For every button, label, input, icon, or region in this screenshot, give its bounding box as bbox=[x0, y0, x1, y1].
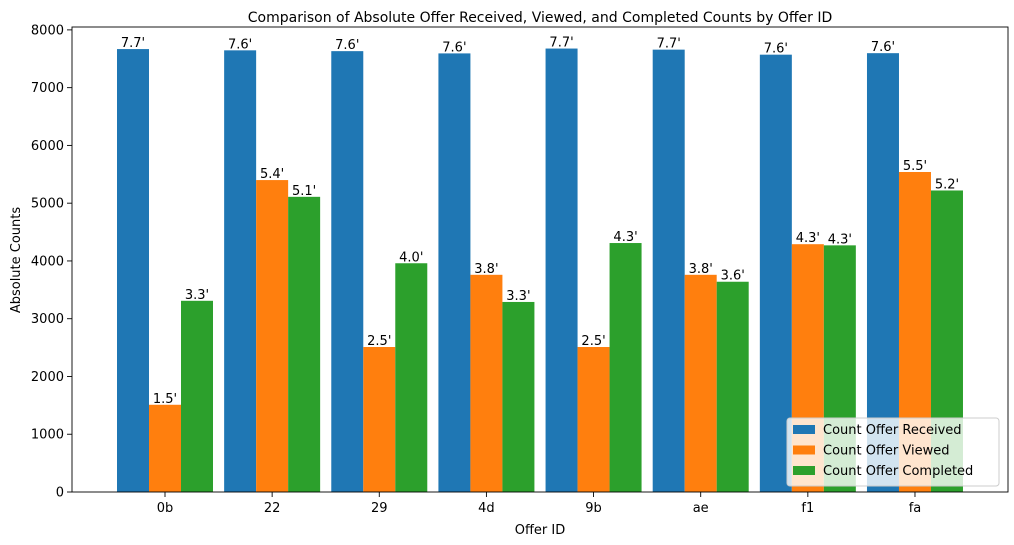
x-tick-label: 9b bbox=[585, 501, 602, 516]
data-label: 4.3' bbox=[613, 230, 637, 245]
data-label: 4.3' bbox=[796, 231, 820, 246]
data-label: 7.6' bbox=[335, 38, 359, 53]
bar-count-offer-received-9b bbox=[545, 48, 578, 493]
data-labels-group: 7.7' 7.6' 7.6' 7.6' 7.7' 7.7' 7.6' 7.6' 1.5' 5.4'… bbox=[121, 36, 959, 407]
data-label: 5.5' bbox=[903, 159, 927, 174]
data-label: 2.5' bbox=[367, 334, 391, 349]
y-tick-label: 1000 bbox=[31, 428, 64, 443]
legend: Count Offer Received Count Offer Viewed Co… bbox=[786, 417, 1000, 487]
y-tick-label: 3000 bbox=[31, 312, 64, 327]
data-label: 7.6' bbox=[764, 42, 788, 57]
y-tick-label: 4000 bbox=[31, 254, 64, 269]
y-tick-label: 5000 bbox=[31, 197, 64, 212]
legend-swatch bbox=[793, 445, 815, 455]
bar-count-offer-viewed-0b bbox=[149, 404, 181, 492]
x-tick-label: ae bbox=[693, 501, 709, 516]
bar-count-offer-completed-ae bbox=[716, 281, 749, 492]
bar-count-offer-received-22 bbox=[224, 50, 257, 493]
legend-label: Count Offer Viewed bbox=[823, 444, 950, 459]
bar-count-offer-received-29 bbox=[331, 51, 364, 493]
x-axis: 0b 22 29 4d 9b ae f1 fa bbox=[157, 492, 922, 516]
data-label: 5.1' bbox=[292, 184, 316, 199]
data-label: 3.3' bbox=[506, 289, 530, 304]
data-label: 7.6' bbox=[871, 40, 895, 55]
bar-count-offer-received-f1 bbox=[759, 54, 792, 492]
bar-count-offer-completed-0b bbox=[181, 300, 213, 492]
data-label: 1.5' bbox=[153, 392, 177, 407]
chart-title: Comparison of Absolute Offer Received, V… bbox=[248, 10, 833, 26]
bar-count-offer-viewed-9b bbox=[577, 347, 610, 492]
y-axis-label: Absolute Counts bbox=[9, 207, 24, 314]
bar-count-offer-completed-29 bbox=[395, 263, 428, 492]
bar-count-offer-viewed-29 bbox=[363, 347, 396, 492]
bar-count-offer-received-0b bbox=[117, 49, 149, 493]
data-label: 2.5' bbox=[581, 334, 605, 349]
x-tick-label: 4d bbox=[478, 501, 495, 516]
legend-label: Count Offer Completed bbox=[823, 464, 973, 479]
x-tick-label: fa bbox=[909, 501, 922, 516]
data-label: 5.4' bbox=[260, 167, 284, 182]
data-label: 4.0' bbox=[399, 250, 423, 265]
bar-count-offer-viewed-4d bbox=[470, 274, 503, 492]
legend-label: Count Offer Received bbox=[823, 423, 962, 438]
data-label: 3.6' bbox=[721, 269, 745, 284]
data-label: 7.7' bbox=[549, 36, 573, 51]
legend-swatch bbox=[793, 466, 815, 475]
data-label: 4.3' bbox=[828, 232, 852, 247]
data-label: 3.8' bbox=[474, 262, 498, 277]
y-axis: 0 1000 2000 3000 4000 5000 6000 7000 8000 bbox=[31, 23, 72, 501]
x-tick-label: f1 bbox=[801, 501, 814, 516]
y-tick-label: 7000 bbox=[31, 81, 64, 96]
bar-count-offer-completed-22 bbox=[288, 196, 321, 492]
bar-count-offer-viewed-ae bbox=[684, 274, 717, 492]
data-label: 3.3' bbox=[185, 288, 209, 303]
y-tick-label: 8000 bbox=[31, 23, 64, 38]
y-tick-label: 6000 bbox=[31, 139, 64, 154]
data-label: 3.8' bbox=[689, 262, 713, 277]
bar-count-offer-received-ae bbox=[652, 49, 685, 492]
bar-count-offer-viewed-22 bbox=[256, 180, 289, 493]
data-label: 7.6' bbox=[228, 37, 252, 52]
x-tick-label: 0b bbox=[157, 501, 174, 516]
y-tick-label: 0 bbox=[56, 486, 64, 501]
plot-frame bbox=[71, 26, 1009, 493]
y-tick-label: 2000 bbox=[31, 370, 64, 385]
bar-count-offer-completed-4d bbox=[502, 301, 535, 492]
data-label: 5.2' bbox=[935, 177, 959, 192]
data-label: 7.7' bbox=[121, 36, 145, 51]
legend-box bbox=[786, 417, 1000, 487]
data-label: 7.7' bbox=[657, 37, 681, 52]
bar-count-offer-completed-9b bbox=[609, 243, 642, 492]
x-axis-label: Offer ID bbox=[515, 523, 566, 538]
x-tick-label: 29 bbox=[371, 501, 388, 516]
bar-count-offer-received-4d bbox=[438, 53, 471, 493]
legend-swatch bbox=[793, 425, 815, 434]
x-tick-label: 22 bbox=[264, 501, 281, 516]
data-label: 7.6' bbox=[442, 40, 466, 55]
